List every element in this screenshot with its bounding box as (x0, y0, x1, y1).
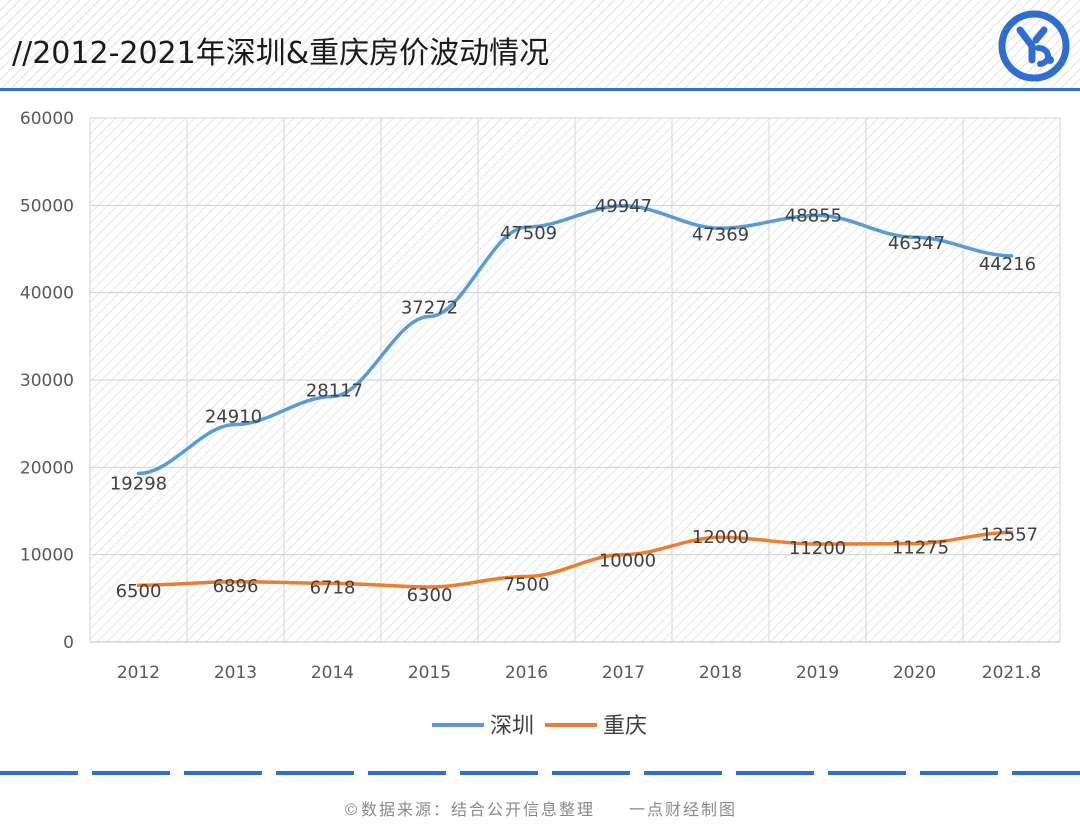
data-label: 6896 (213, 576, 259, 597)
y-tick-label: 20000 (20, 458, 74, 478)
x-tick-label: 2021.8 (982, 663, 1041, 683)
data-label: 11275 (892, 538, 949, 559)
y-tick-label: 60000 (20, 109, 74, 129)
y-tick-label: 30000 (20, 371, 74, 391)
source-note: ©数据来源：结合公开信息整理 一点财经制图 (0, 796, 1080, 820)
data-label: 28117 (306, 380, 363, 401)
data-label: 7500 (504, 575, 550, 596)
data-label: 11200 (789, 538, 846, 559)
data-label: 44216 (979, 254, 1036, 275)
legend-label: 重庆 (603, 714, 647, 739)
data-label: 19298 (110, 473, 167, 494)
x-tick-label: 2012 (117, 663, 160, 683)
x-tick-label: 2013 (214, 663, 257, 683)
series-line-shenzhen (136, 204, 1014, 476)
line-chart: 0 10000 20000 30000 40000 50000 60000 2012 2013… (20, 109, 1061, 739)
x-tick-label: 2019 (796, 663, 839, 683)
y-tick-label: 0 (63, 633, 74, 653)
data-label: 46347 (888, 233, 945, 254)
x-tick-label: 2015 (408, 663, 451, 683)
series-line-chongqing (136, 530, 1014, 589)
y-tick-label: 50000 (20, 196, 74, 216)
x-tick-label: 2020 (893, 663, 936, 683)
data-label: 37272 (401, 297, 458, 318)
credit-text: 一点财经制图 (629, 800, 738, 819)
data-label: 6300 (407, 585, 453, 606)
y-tick-label: 10000 (20, 546, 74, 566)
footer-divider (0, 771, 1080, 775)
data-label: 12557 (981, 524, 1038, 545)
x-tick-label: 2017 (602, 663, 645, 683)
x-tick-label: 2014 (311, 663, 354, 683)
data-label: 10000 (599, 551, 656, 572)
data-label: 6718 (310, 577, 356, 598)
data-source-text: ©数据来源：结合公开信息整理 (342, 800, 595, 819)
yd-logo-icon (998, 10, 1070, 82)
data-label: 48855 (785, 205, 842, 226)
data-label: 49947 (595, 196, 652, 217)
data-label: 6500 (116, 581, 162, 602)
data-label: 47369 (692, 224, 749, 245)
y-tick-label: 40000 (20, 284, 74, 304)
data-label: 47509 (500, 223, 557, 244)
header-divider (0, 88, 1080, 91)
x-tick-label: 2016 (505, 663, 548, 683)
header-bar: //2012-2021年深圳&重庆房价波动情况 (0, 0, 1080, 88)
x-tick-label: 2018 (699, 663, 742, 683)
page-title: //2012-2021年深圳&重庆房价波动情况 (12, 36, 550, 71)
data-label: 12000 (692, 527, 749, 548)
data-label: 24910 (205, 406, 262, 427)
legend-label: 深圳 (490, 714, 534, 739)
